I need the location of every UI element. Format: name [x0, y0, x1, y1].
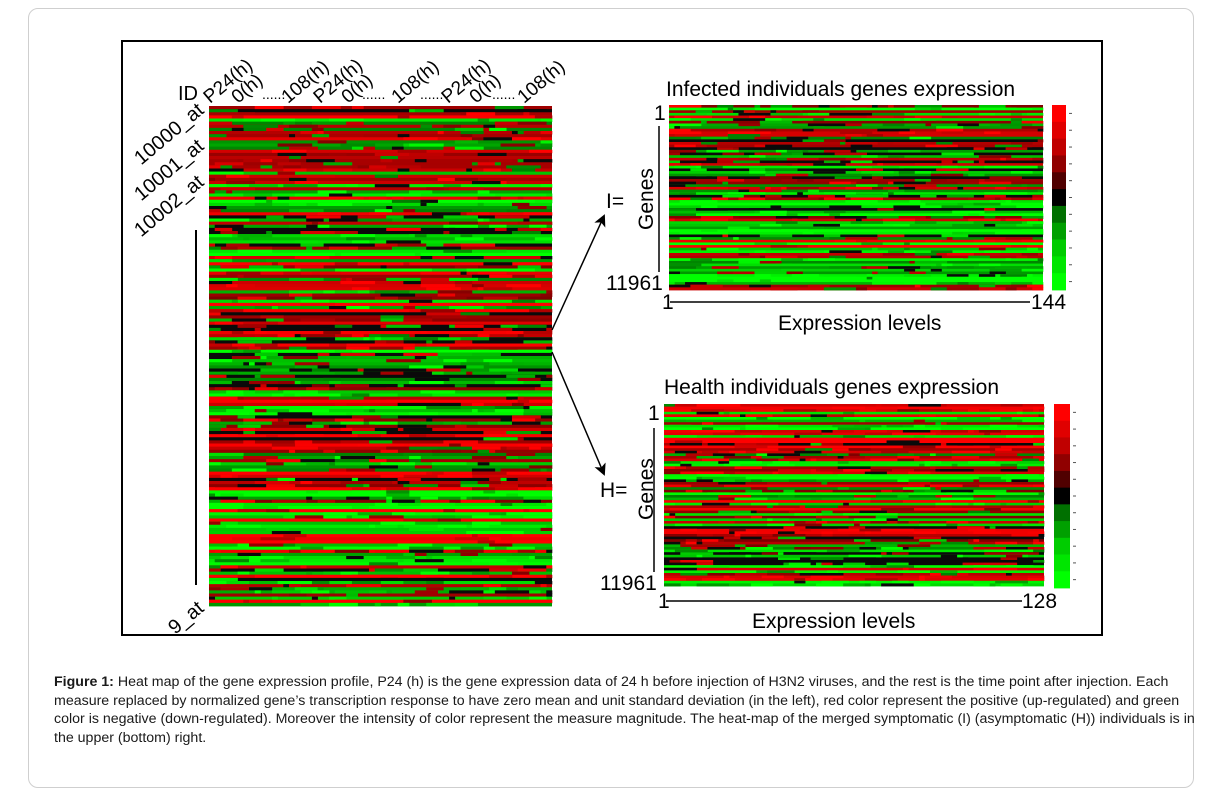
health-y-axis-label: Genes: [635, 458, 658, 520]
health-x-end: 128: [1022, 590, 1057, 613]
health-x-start: 1: [658, 590, 670, 613]
health-heatmap: [664, 404, 1045, 587]
infected-y-axis-label: Genes: [635, 168, 658, 230]
health-x-axis-label: Expression levels: [752, 610, 915, 633]
infected-heatmap: [669, 105, 1044, 291]
column-separator-4: ......: [492, 86, 515, 102]
column-label: 108(h): [514, 56, 570, 107]
caption-text: Heat map of the gene expression profile,…: [54, 674, 1195, 746]
column-separator-1: ......: [262, 86, 285, 102]
arrow-to-health: [551, 351, 606, 476]
id-label: ID: [178, 83, 198, 105]
health-y-start: 1: [648, 402, 660, 425]
infected-colorbar: [1052, 105, 1072, 291]
infected-y-end: 11961: [606, 272, 663, 295]
column-separator-3: ......: [420, 86, 443, 102]
row-label-9-at: 9_at: [164, 597, 208, 639]
figure-caption: Figure 1: Heat map of the gene expressio…: [54, 673, 1196, 747]
infected-x-axis-label: Expression levels: [778, 312, 941, 335]
health-y-end: 11961: [600, 572, 657, 595]
health-set-label: H=: [600, 479, 627, 502]
infected-y-start: 1: [654, 102, 666, 125]
infected-title: Infected individuals genes expression: [666, 78, 1015, 101]
column-separator-2: ......: [362, 86, 385, 102]
health-colorbar: [1054, 404, 1076, 589]
infected-set-label: I=: [606, 190, 624, 213]
caption-label: Figure 1:: [54, 674, 114, 690]
health-title: Health individuals genes expression: [664, 376, 999, 399]
arrow-to-infected: [551, 214, 606, 331]
infected-x-end: 144: [1031, 291, 1066, 314]
infected-x-start: 1: [662, 291, 674, 314]
left-heatmap: [209, 106, 553, 607]
